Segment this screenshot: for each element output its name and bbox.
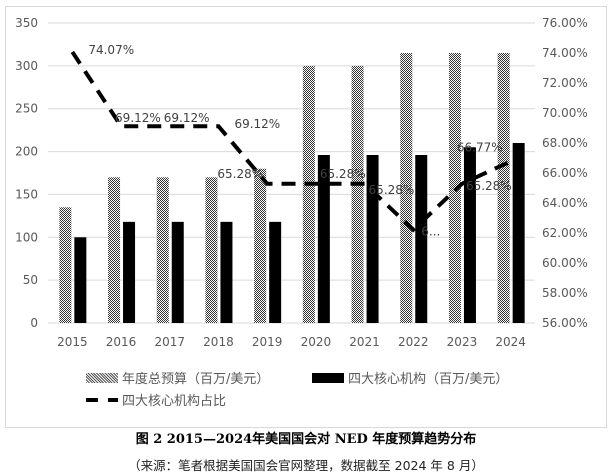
x-axis-tick: 2024 — [495, 335, 526, 349]
right-axis-tick: 70.00% — [542, 106, 588, 120]
right-axis-tick: 72.00% — [542, 76, 588, 90]
left-axis-tick: 0 — [30, 316, 38, 330]
bar-core-agencies — [415, 155, 428, 323]
legend-item-total-budget: 年度总预算（百万/美元） — [86, 368, 269, 387]
x-axis-tick: 2016 — [106, 335, 137, 349]
ratio-data-label: 6... — [421, 225, 440, 239]
right-axis-tick: 64.00% — [542, 196, 588, 210]
legend-label: 四大核心机构（百万/美元） — [348, 372, 509, 387]
chart-frame — [5, 6, 607, 428]
bar-total-budget — [351, 65, 364, 323]
right-axis-tick: 58.00% — [542, 286, 588, 300]
bar-total-budget — [156, 177, 169, 323]
legend-item-ratio: 四大核心机构占比 — [86, 390, 226, 409]
legend-label: 四大核心机构占比 — [122, 394, 227, 409]
bar-total-budget — [497, 53, 510, 323]
left-axis-tick: 50 — [23, 273, 38, 287]
bar-total-budget — [302, 65, 315, 323]
ratio-data-label: 65.28% — [369, 183, 415, 197]
x-axis-tick: 2021 — [349, 335, 380, 349]
bar-core-agencies — [317, 155, 330, 323]
left-axis-tick: 200 — [15, 145, 38, 159]
figure-source: （来源：笔者根据美国国会官网整理，数据截至 2024 年 8 月） — [128, 458, 484, 473]
right-axis-tick: 66.00% — [542, 166, 588, 180]
combo-chart: 74.07%69.12% 69.12% 69.12%65.28% 65.28%65.2… — [15, 16, 588, 349]
ratio-data-label: 69.12% — [115, 111, 161, 125]
legend-swatch-dashed — [86, 397, 118, 402]
right-axis-tick: 60.00% — [542, 256, 588, 270]
x-axis-tick: 2017 — [154, 335, 185, 349]
ratio-data-label: 65.28% — [217, 167, 263, 181]
bar-core-agencies — [74, 237, 87, 323]
bar-total-budget — [254, 168, 267, 323]
bar-total-budget — [205, 177, 218, 323]
bar-total-budget — [400, 53, 413, 323]
bar-core-agencies — [269, 221, 282, 323]
ratio-line — [70, 50, 512, 233]
ratio-data-label: 65.28% — [320, 167, 366, 181]
x-axis-tick: 2019 — [252, 335, 283, 349]
right-axis-tick: 76.00% — [542, 16, 588, 30]
left-axis-tick: 300 — [15, 59, 38, 73]
ratio-data-label: 69.12% — [234, 117, 280, 131]
bar-core-agencies — [463, 147, 476, 323]
left-axis-tick: 350 — [15, 16, 38, 30]
legend-swatch-checker — [86, 372, 118, 383]
legend-item-core-agencies: 四大核心机构（百万/美元） — [312, 368, 508, 387]
legend-label: 年度总预算（百万/美元） — [122, 372, 270, 387]
x-axis-tick: 2018 — [203, 335, 234, 349]
right-axis-tick: 62.00% — [542, 226, 588, 240]
left-axis-tick: 250 — [15, 102, 38, 116]
bar-core-agencies — [366, 155, 379, 323]
right-axis-tick: 74.00% — [542, 46, 588, 60]
x-axis-tick: 2023 — [447, 335, 478, 349]
bar-core-agencies — [171, 221, 184, 323]
right-axis-tick: 68.00% — [542, 136, 588, 150]
ratio-data-label: 69.12% — [164, 111, 210, 125]
x-axis-tick: 2015 — [57, 335, 88, 349]
x-axis-tick: 2022 — [398, 335, 429, 349]
figure-caption: 图 2 2015—2024年美国国会对 NED 年度预算趋势分布 — [135, 432, 477, 447]
bar-core-agencies — [123, 221, 136, 323]
left-axis-tick: 150 — [15, 187, 38, 201]
legend-swatch-black — [312, 372, 344, 383]
ratio-data-label: 74.07% — [88, 43, 134, 57]
left-axis-tick: 100 — [15, 230, 38, 244]
right-axis-tick: 56.00% — [542, 316, 588, 330]
x-axis-tick: 2020 — [301, 335, 332, 349]
bar-core-agencies — [220, 221, 233, 323]
bar-total-budget — [108, 177, 121, 323]
bar-core-agencies — [512, 143, 525, 323]
ratio-data-label: 66.77% — [457, 140, 503, 154]
ratio-data-label: 65.28% — [466, 179, 512, 193]
bar-total-budget — [59, 207, 72, 323]
